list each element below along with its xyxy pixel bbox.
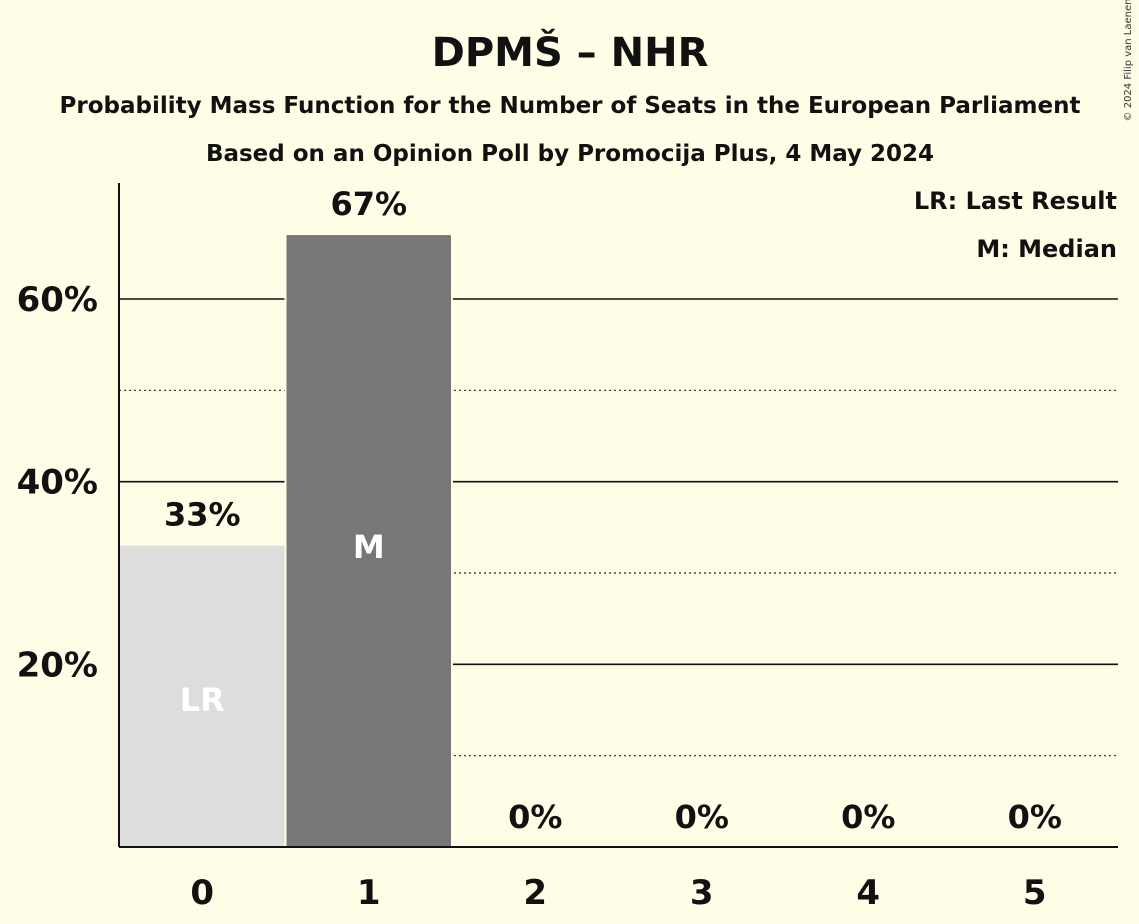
bar-1 bbox=[286, 235, 451, 847]
y-tick-label: 60% bbox=[17, 280, 98, 320]
value-label-2: 0% bbox=[508, 798, 562, 836]
chart-subtitle-1: Probability Mass Function for the Number… bbox=[60, 93, 1081, 119]
x-tick-label: 3 bbox=[690, 873, 714, 913]
y-tick-label: 40% bbox=[17, 463, 98, 503]
value-label-0: 33% bbox=[164, 496, 241, 534]
x-tick-label: 1 bbox=[357, 873, 381, 913]
legend: LR: Last Result M: Median bbox=[914, 187, 1117, 263]
x-tick-label: 0 bbox=[190, 873, 214, 913]
bar-0 bbox=[120, 545, 285, 847]
chart-title: DPMŠ – NHR bbox=[432, 28, 709, 76]
value-label-5: 0% bbox=[1008, 798, 1062, 836]
bars bbox=[118, 235, 453, 847]
axes: 20% 40% 60% 0 1 2 3 4 5 bbox=[17, 183, 1118, 913]
bar-marker-lr: LR bbox=[180, 681, 225, 719]
value-label-3: 0% bbox=[675, 798, 729, 836]
x-tick-label: 5 bbox=[1023, 873, 1047, 913]
chart-subtitle-2: Based on an Opinion Poll by Promocija Pl… bbox=[206, 141, 934, 167]
value-label-4: 0% bbox=[841, 798, 895, 836]
credit-text: © 2024 Filip van Laenen bbox=[1123, 0, 1134, 121]
x-tick-label: 2 bbox=[523, 873, 547, 913]
legend-median: M: Median bbox=[976, 235, 1117, 263]
legend-last-result: LR: Last Result bbox=[914, 187, 1117, 215]
x-tick-label: 4 bbox=[856, 873, 880, 913]
value-label-1: 67% bbox=[330, 185, 407, 223]
y-tick-label: 20% bbox=[17, 645, 98, 685]
data-labels: 33% LR 67% M 0% 0% 0% 0% bbox=[164, 185, 1062, 836]
bar-marker-m: M bbox=[353, 528, 385, 566]
